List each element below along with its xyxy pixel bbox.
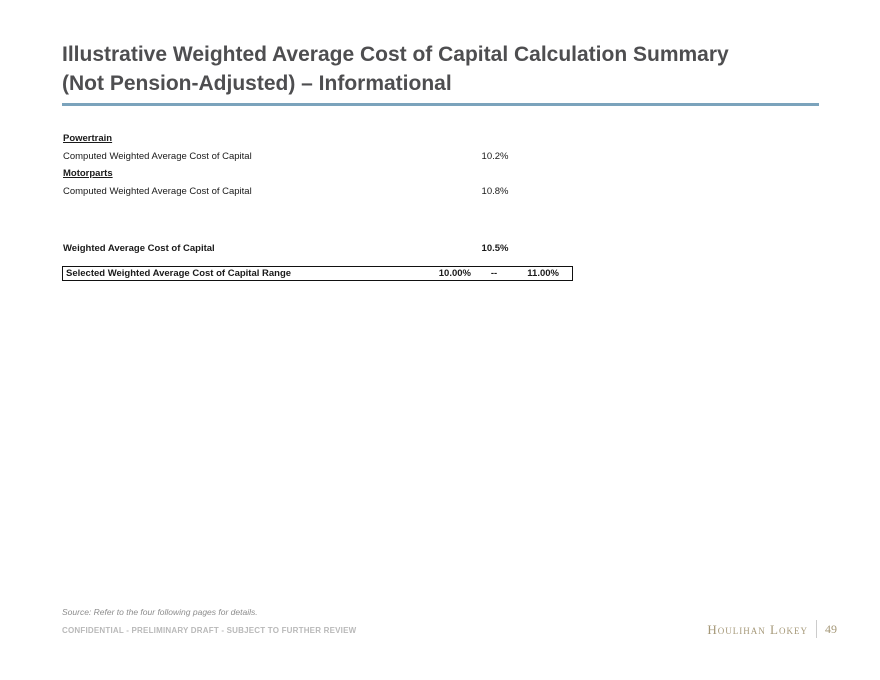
selected-range-high-value: 11.00% bbox=[527, 267, 559, 279]
row-label: Computed Weighted Average Cost of Capita… bbox=[63, 185, 252, 197]
selected-range-label: Selected Weighted Average Cost of Capita… bbox=[66, 267, 292, 279]
confidential-note: CONFIDENTIAL - PRELIMINARY DRAFT - SUBJE… bbox=[62, 626, 357, 635]
section-heading-motorparts: Motorparts bbox=[63, 168, 113, 179]
table-row-powertrain-heading: Powertrain bbox=[62, 133, 573, 151]
table-row-selected-range: Selected Weighted Average Cost of Capita… bbox=[62, 266, 573, 281]
table-row-motorparts-heading: Motorparts bbox=[62, 168, 573, 186]
brand-logo: Houlihan Lokey bbox=[707, 621, 808, 637]
title-divider bbox=[62, 103, 819, 106]
page-number: 49 bbox=[825, 621, 837, 636]
total-wacc-value: 10.5% bbox=[481, 243, 509, 254]
powertrain-wacc-value: 10.2% bbox=[481, 150, 509, 162]
wacc-summary-table: Powertrain Computed Weighted Average Cos… bbox=[62, 133, 573, 281]
table-row-motorparts-wacc: Computed Weighted Average Cost of Capita… bbox=[62, 186, 573, 204]
total-wacc-label: Weighted Average Cost of Capital bbox=[63, 243, 215, 254]
row-label: Computed Weighted Average Cost of Capita… bbox=[63, 150, 252, 162]
title-block: Illustrative Weighted Average Cost of Ca… bbox=[62, 40, 819, 98]
section-heading-powertrain: Powertrain bbox=[63, 133, 113, 144]
selected-range-low-value: 10.00% bbox=[438, 267, 471, 279]
footer-divider bbox=[816, 620, 817, 638]
table-row-total-wacc: Weighted Average Cost of Capital 10.5% bbox=[62, 243, 573, 261]
selected-range-separator: -- bbox=[490, 267, 498, 279]
motorparts-wacc-value: 10.8% bbox=[481, 185, 509, 197]
page-title: Illustrative Weighted Average Cost of Ca… bbox=[62, 43, 729, 95]
source-note: Source: Refer to the four following page… bbox=[62, 607, 258, 617]
table-row-powertrain-wacc: Computed Weighted Average Cost of Capita… bbox=[62, 151, 573, 169]
brand-block: Houlihan Lokey 49 bbox=[707, 619, 837, 639]
